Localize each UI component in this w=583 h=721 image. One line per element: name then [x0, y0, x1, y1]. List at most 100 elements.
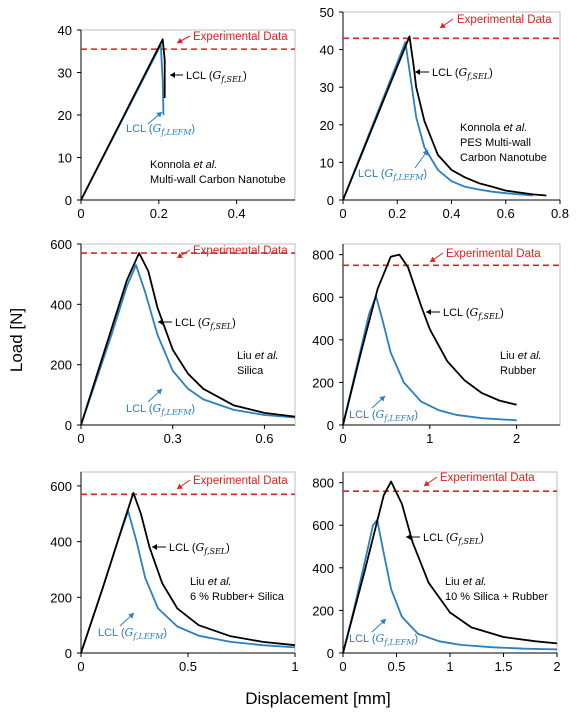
series-label-sel: LCL (Gf,SEL) — [432, 66, 493, 81]
series-line-lefm — [342, 295, 517, 426]
panel-annotation: Liu et al. — [500, 350, 542, 362]
series-label-lefm: LCL (Gf,LEFM) — [358, 167, 427, 182]
panel-annotation: Konnola et al. — [460, 122, 527, 134]
chart-panel-top-right: 0 0.2 0.4 0.6 0.8 0 10 20 30 40 50 Experimental Dat… — [320, 5, 570, 221]
experimental-data-arrow-head — [440, 22, 446, 28]
experimental-data-arrow-head — [177, 483, 183, 489]
x-tick-label: 2 — [553, 659, 560, 674]
series-line-sel — [342, 35, 547, 201]
x-tick-label: 0.4 — [442, 206, 460, 221]
series-label-sel: LCL (Gf,SEL) — [443, 306, 504, 321]
y-tick-label: 800 — [312, 476, 334, 491]
x-tick-label: 1.5 — [494, 659, 512, 674]
y-tick-label: 200 — [312, 603, 334, 618]
y-tick-label: 0 — [327, 646, 334, 661]
experimental-data-label: Experimental Data — [193, 245, 288, 257]
x-tick-label: 0 — [77, 659, 84, 674]
experimental-data-label: Experimental Data — [193, 475, 288, 487]
y-tick-label: 10 — [320, 155, 334, 170]
series-label-lefm: LCL (Gf,LEFM) — [126, 402, 195, 417]
x-tick-label: 0.8 — [551, 206, 569, 221]
experimental-data-arrow-head — [424, 480, 430, 486]
series-arrow-lefm-head — [156, 389, 162, 395]
y-tick-label: 200 — [50, 590, 72, 605]
plot-frame — [80, 243, 296, 426]
panel-annotation: Carbon Nanotube — [460, 152, 547, 164]
experimental-data-arrow-head — [177, 37, 183, 44]
panel-annotation: PES Multi-wall — [460, 137, 531, 149]
x-tick-label: 0 — [77, 431, 84, 446]
y-tick-label: 50 — [320, 5, 334, 20]
chart-panel-top-left: 0 0.2 0.4 0 10 20 30 40 Experimental Data LCL (Gf… — [58, 23, 296, 221]
y-tick-label: 400 — [312, 333, 334, 348]
y-tick-label: 600 — [312, 290, 334, 305]
x-tick-label: 0.6 — [255, 431, 273, 446]
plot-frame — [80, 471, 296, 654]
y-tick-label: 20 — [320, 118, 334, 133]
y-tick-label: 0 — [327, 193, 334, 208]
x-tick-label: 1 — [446, 659, 453, 674]
series-arrow-lefm-head — [156, 112, 162, 118]
panel-annotation: Liu et al. — [190, 576, 232, 588]
series-arrow-lefm-head — [379, 396, 385, 402]
series-label-sel: LCL (Gf,SEL) — [175, 316, 236, 331]
panel-annotation: Konnola et al. — [150, 159, 217, 171]
chart-panel-bottom-right: 0 0.5 1 1.5 2 0 200 400 600 800 Experimental Data L… — [312, 471, 561, 674]
panel-annotation: 6 % Rubber+ Silica — [190, 591, 285, 603]
panel-annotation: Multi-wall Carbon Nanotube — [150, 174, 286, 186]
x-tick-label: 0.6 — [497, 206, 515, 221]
series-line-lefm — [80, 264, 296, 426]
series-line-sel — [80, 252, 296, 426]
y-tick-label: 600 — [50, 237, 72, 252]
experimental-data-label: Experimental Data — [457, 14, 552, 26]
series-label-lefm: LCL (Gf,LEFM) — [349, 408, 418, 423]
y-tick-label: 30 — [320, 80, 334, 95]
x-tick-label: 1 — [426, 431, 433, 446]
x-tick-label: 0.5 — [179, 659, 197, 674]
series-line-sel — [80, 492, 296, 654]
x-tick-label: 0.4 — [228, 206, 246, 221]
y-tick-label: 400 — [50, 535, 72, 550]
experimental-data-label: Experimental Data — [446, 248, 541, 260]
series-arrow-sel-head — [426, 309, 431, 315]
series-label-sel: LCL (Gf,SEL) — [423, 531, 484, 546]
x-tick-label: 0.3 — [164, 431, 182, 446]
series-arrow-sel-head — [406, 534, 411, 540]
y-tick-label: 800 — [312, 248, 334, 263]
y-tick-label: 40 — [320, 43, 334, 58]
chart-panel-middle-right: 0 1 2 0 200 400 600 800 Experimental Data LCL (Gf… — [312, 243, 561, 446]
experimental-data-label: Experimental Data — [440, 472, 535, 484]
series-arrow-lefm-head — [422, 150, 428, 156]
x-tick-label: 1 — [291, 659, 298, 674]
y-axis-title: Load [N] — [7, 308, 26, 372]
x-tick-label: 0 — [77, 206, 84, 221]
series-arrow-sel-head — [170, 72, 175, 78]
experimental-data-arrow-head — [430, 256, 436, 262]
series-arrow-sel-head — [415, 69, 420, 75]
y-tick-label: 40 — [58, 23, 72, 38]
series-label-lefm: LCL (Gf,LEFM) — [349, 632, 418, 647]
series-line-sel — [342, 480, 558, 654]
y-tick-label: 30 — [58, 66, 72, 81]
chart-panel-bottom-left: 0 0.5 1 0 200 400 600 Experimental Data LCL (Gf,… — [50, 471, 299, 674]
series-arrow-lefm-head — [380, 619, 386, 625]
panel-annotation: Liu et al. — [237, 350, 279, 362]
y-tick-label: 400 — [312, 561, 334, 576]
chart-panel-middle-left: 0 0.3 0.6 0 200 400 600 Experimental Data LCL (G… — [50, 237, 296, 446]
experimental-data-arrow-head — [177, 252, 183, 258]
y-tick-label: 200 — [50, 358, 72, 373]
series-label-lefm: LCL (Gf,LEFM) — [126, 122, 195, 137]
y-tick-label: 400 — [50, 297, 72, 312]
series-line-sel — [80, 38, 166, 201]
y-tick-label: 600 — [50, 479, 72, 494]
x-tick-label: 0.2 — [388, 206, 406, 221]
plot-frame — [342, 471, 558, 654]
series-line-sel — [342, 253, 517, 426]
y-tick-label: 0 — [65, 193, 72, 208]
experimental-data-label: Experimental Data — [193, 31, 288, 43]
y-tick-label: 0 — [327, 418, 334, 433]
series-label-lefm: LCL (Gf,LEFM) — [98, 626, 167, 641]
x-tick-label: 0 — [339, 206, 346, 221]
series-arrow-sel-head — [152, 544, 157, 550]
panel-annotation: Liu et al. — [445, 576, 487, 588]
